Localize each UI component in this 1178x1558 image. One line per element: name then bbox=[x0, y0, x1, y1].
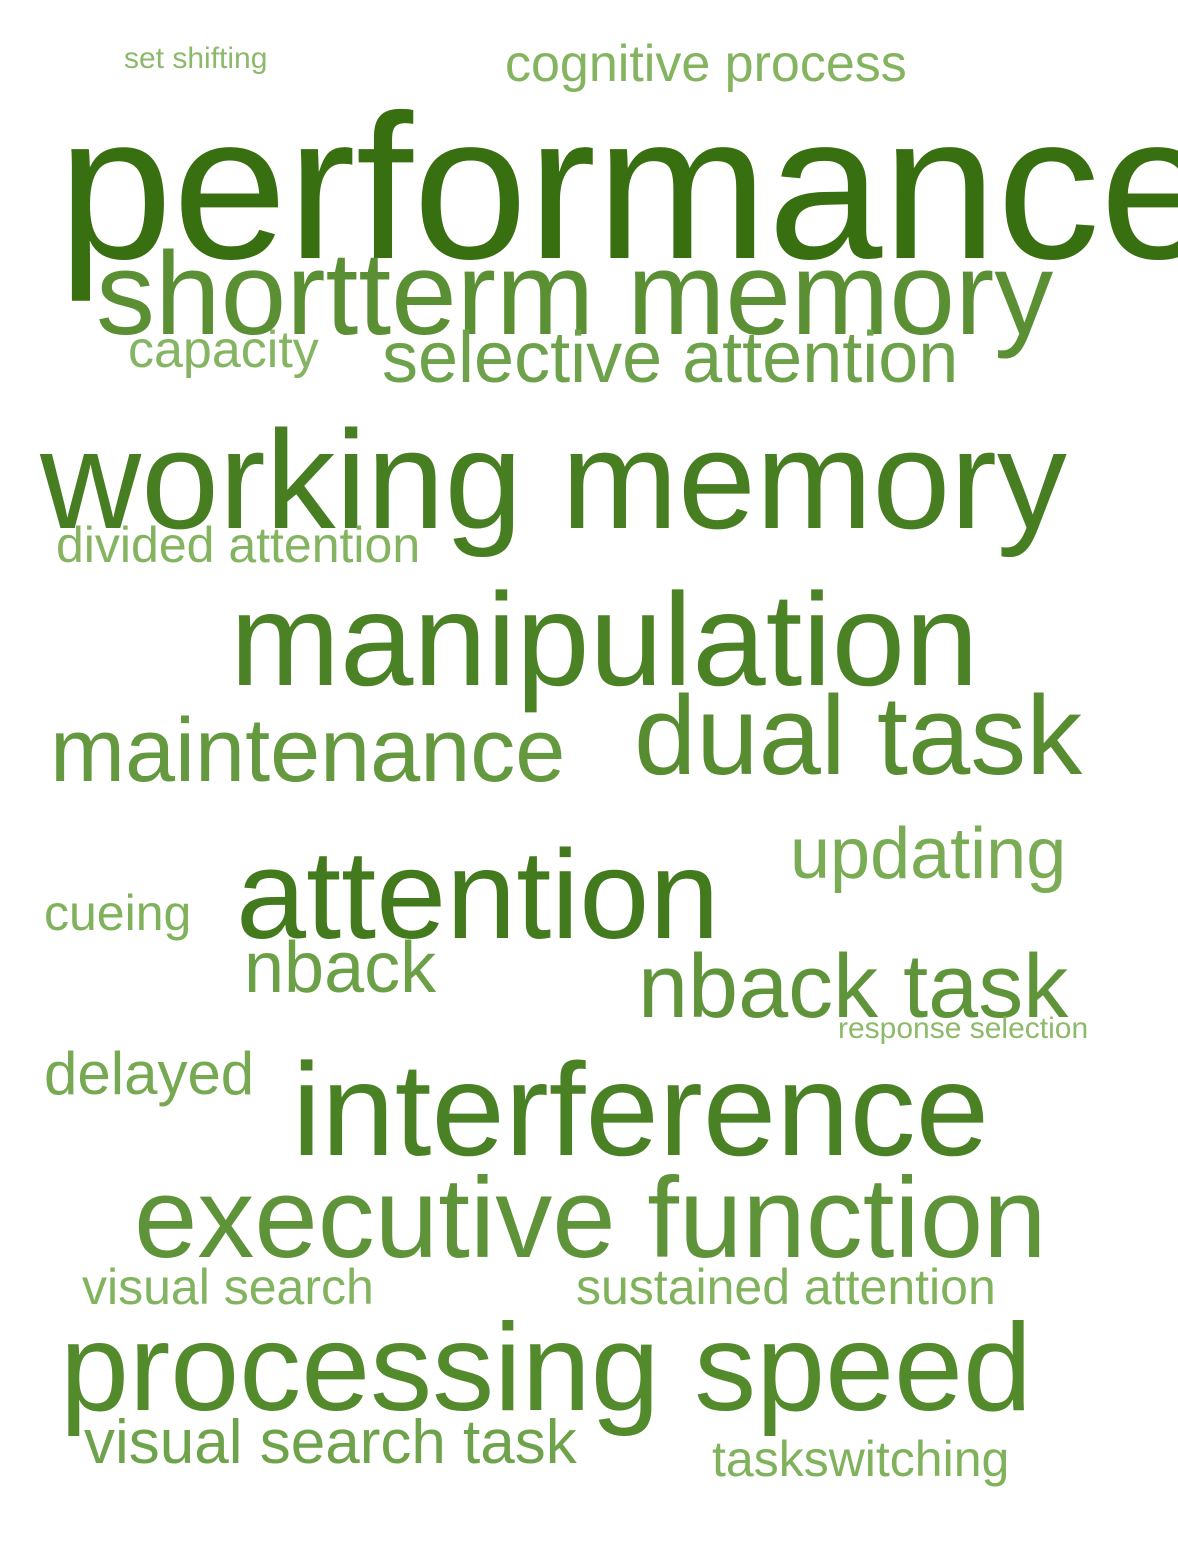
word-working-memory: working memory bbox=[40, 401, 1067, 558]
word-cueing: cueing bbox=[44, 885, 192, 941]
word-selective-attention: selective attention bbox=[382, 318, 959, 398]
word-sustained-attention: sustained attention bbox=[576, 1259, 996, 1315]
word-nback-task: nback task bbox=[638, 937, 1069, 1037]
word-capacity: capacity bbox=[128, 321, 319, 379]
word-taskswitching: taskswitching bbox=[712, 1431, 1010, 1487]
word-processing-speed: processing speed bbox=[60, 1299, 1032, 1437]
word-maintenance: maintenance bbox=[50, 701, 566, 801]
word-visual-search-task: visual search task bbox=[84, 1408, 577, 1477]
word-dual-task: dual task bbox=[634, 673, 1083, 798]
word-manipulation: manipulation bbox=[230, 566, 979, 713]
word-response-selection: response selection bbox=[838, 1012, 1089, 1045]
word-nback: nback bbox=[244, 928, 437, 1008]
word-shortterm-memory: shortterm memory bbox=[96, 228, 1054, 360]
word-executive-function: executive function bbox=[134, 1155, 1047, 1282]
word-cognitive-process: cognitive process bbox=[505, 35, 907, 93]
word-set-shifting: set shifting bbox=[124, 42, 268, 75]
word-divided-attention: divided attention bbox=[56, 517, 421, 573]
word-updating: updating bbox=[790, 814, 1067, 894]
word-attention: attention bbox=[236, 824, 720, 965]
word-performance: performance bbox=[58, 72, 1178, 302]
word-visual-search: visual search bbox=[82, 1259, 374, 1315]
word-delayed: delayed bbox=[44, 1040, 255, 1107]
word-interference: interference bbox=[292, 1036, 990, 1183]
